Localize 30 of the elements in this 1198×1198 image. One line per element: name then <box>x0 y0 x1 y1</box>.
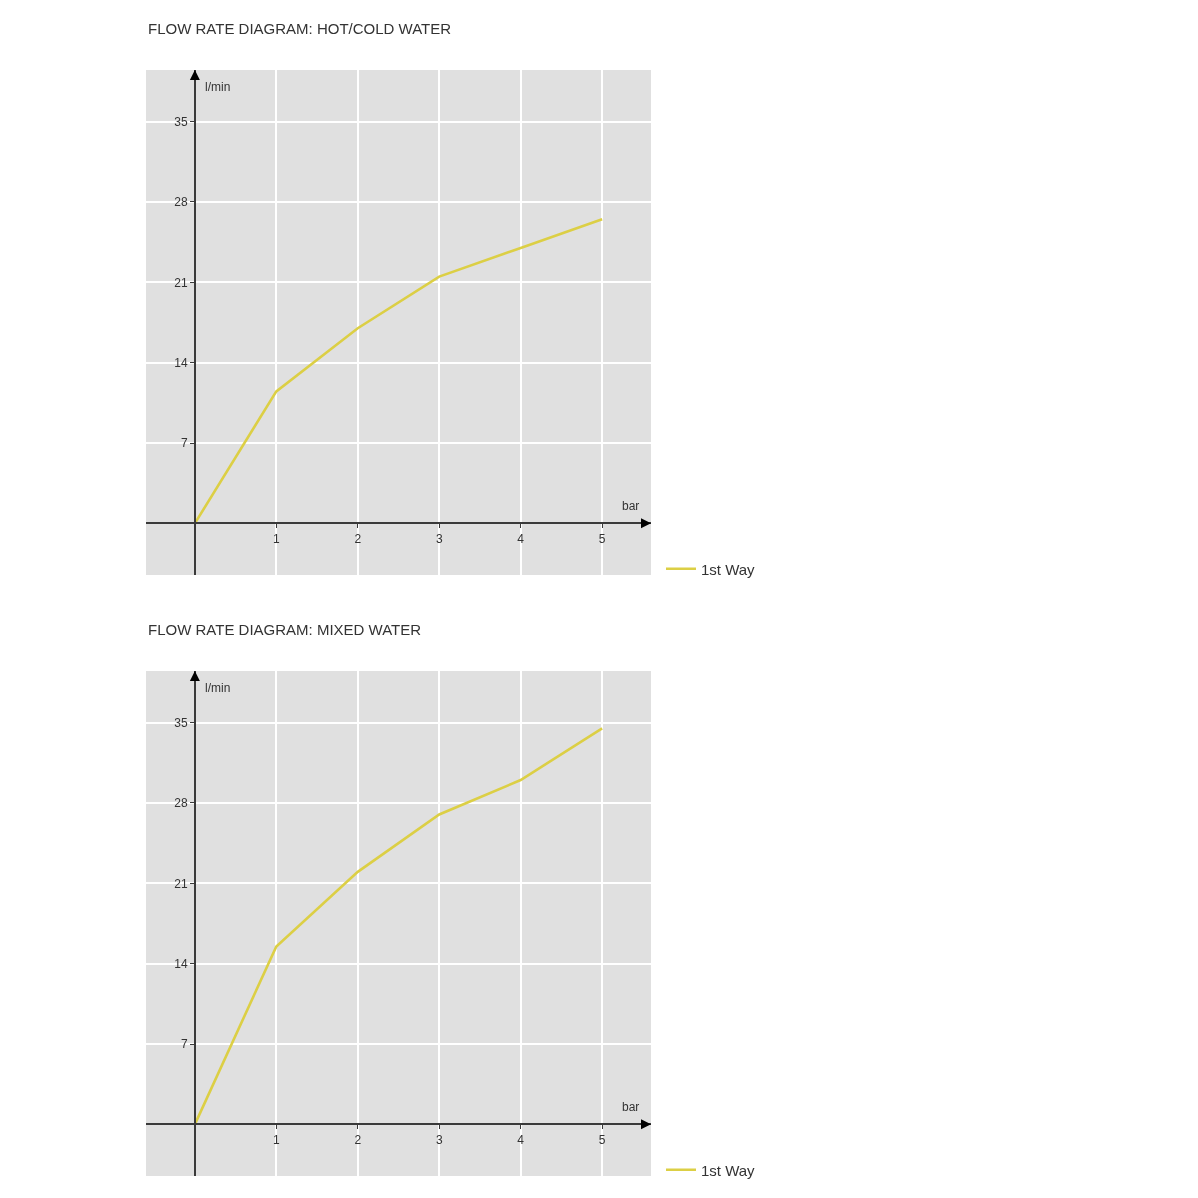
x-tick-label: 1 <box>272 1132 280 1147</box>
x-axis-title: bar <box>622 499 640 513</box>
x-tick-label: 3 <box>435 1132 443 1147</box>
x-tick-label: 2 <box>354 531 362 546</box>
y-axis-title: l/min <box>205 681 231 695</box>
y-tick-label: 28 <box>174 796 189 811</box>
y-tick-label: 14 <box>174 355 189 370</box>
y-axis-title: l/min <box>205 80 231 94</box>
y-tick-label: 7 <box>181 1037 189 1052</box>
chart-title: FLOW RATE DIAGRAM: HOT/COLD WATER <box>148 20 452 37</box>
line-series <box>193 217 604 525</box>
legend-label: 1st Way <box>701 1161 756 1179</box>
y-tick-label: 7 <box>181 436 189 451</box>
x-tick-label: 2 <box>354 1132 362 1147</box>
y-tick-label: 21 <box>174 876 189 891</box>
legend-label: 1st Way <box>701 560 756 578</box>
y-tick-label: 35 <box>174 715 189 730</box>
y-tick-label: 14 <box>174 956 189 971</box>
chart-title: FLOW RATE DIAGRAM: MIXED WATER <box>148 621 422 638</box>
x-tick-label: 4 <box>517 1132 525 1147</box>
y-tick-label: 21 <box>174 275 189 290</box>
x-tick-label: 5 <box>598 531 606 546</box>
line-series <box>193 727 604 1126</box>
x-tick-label: 1 <box>272 531 280 546</box>
y-tick-label: 28 <box>174 195 189 210</box>
x-tick-label: 3 <box>435 531 443 546</box>
y-tick-label: 35 <box>174 114 189 129</box>
x-tick-label: 4 <box>517 531 525 546</box>
x-tick-label: 5 <box>598 1132 606 1147</box>
x-axis-title: bar <box>622 1100 640 1114</box>
